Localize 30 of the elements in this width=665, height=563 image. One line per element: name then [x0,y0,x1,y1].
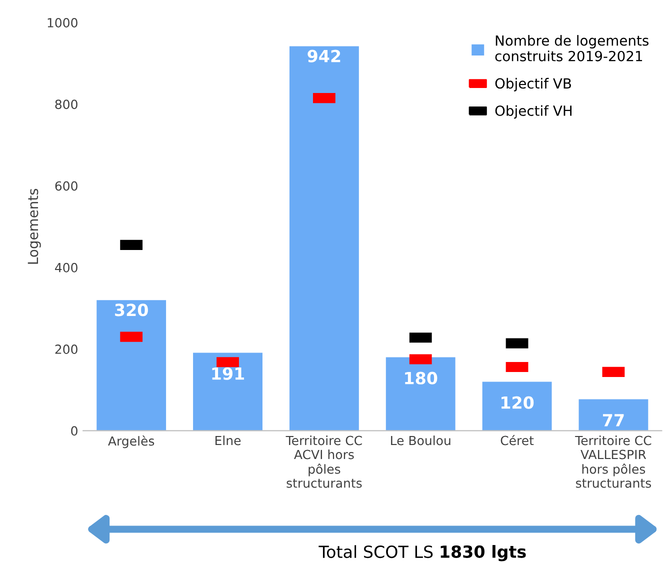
x-tick-label: Elne [215,436,241,446]
text: Total SCOT LS [318,545,433,558]
data-label: 180 [405,372,438,384]
bar [578,399,648,431]
legend-label: Objectif VB [495,78,571,92]
x-tick-label: Le Boulou [391,436,450,446]
data-label: 77 [602,414,624,426]
bar [482,382,552,431]
x-tick-label: Argelès [108,436,154,448]
data-label: 191 [212,367,244,380]
y-axis-title: Logements [28,188,41,264]
y-tick-label: 200 [55,344,78,354]
data-label: 120 [502,396,534,409]
bar [193,352,262,431]
legend-label: Nombre de logements construits 2019-2021 [495,35,648,62]
bar [289,46,359,431]
y-tick-label: 1000 [48,18,78,28]
x-tick-label: Céret [500,435,534,446]
y-tick-label: 600 [55,181,78,191]
y-tick-label: 0 [71,426,78,436]
x-tick-label: Territoire CC ACVI hors pôles structurants [286,436,362,488]
bar [386,357,456,431]
legend-label: Objectif VH [495,105,572,119]
bar [96,300,166,431]
data-label: 320 [115,304,148,316]
y-tick-label: 800 [55,100,78,110]
y-tick-label: 400 [55,262,78,272]
data-label: 942 [308,50,340,62]
text: 1830 lgts [440,545,526,562]
x-tick-label: Territoire CC VALLESPIR hors pôles structurants [575,436,652,488]
